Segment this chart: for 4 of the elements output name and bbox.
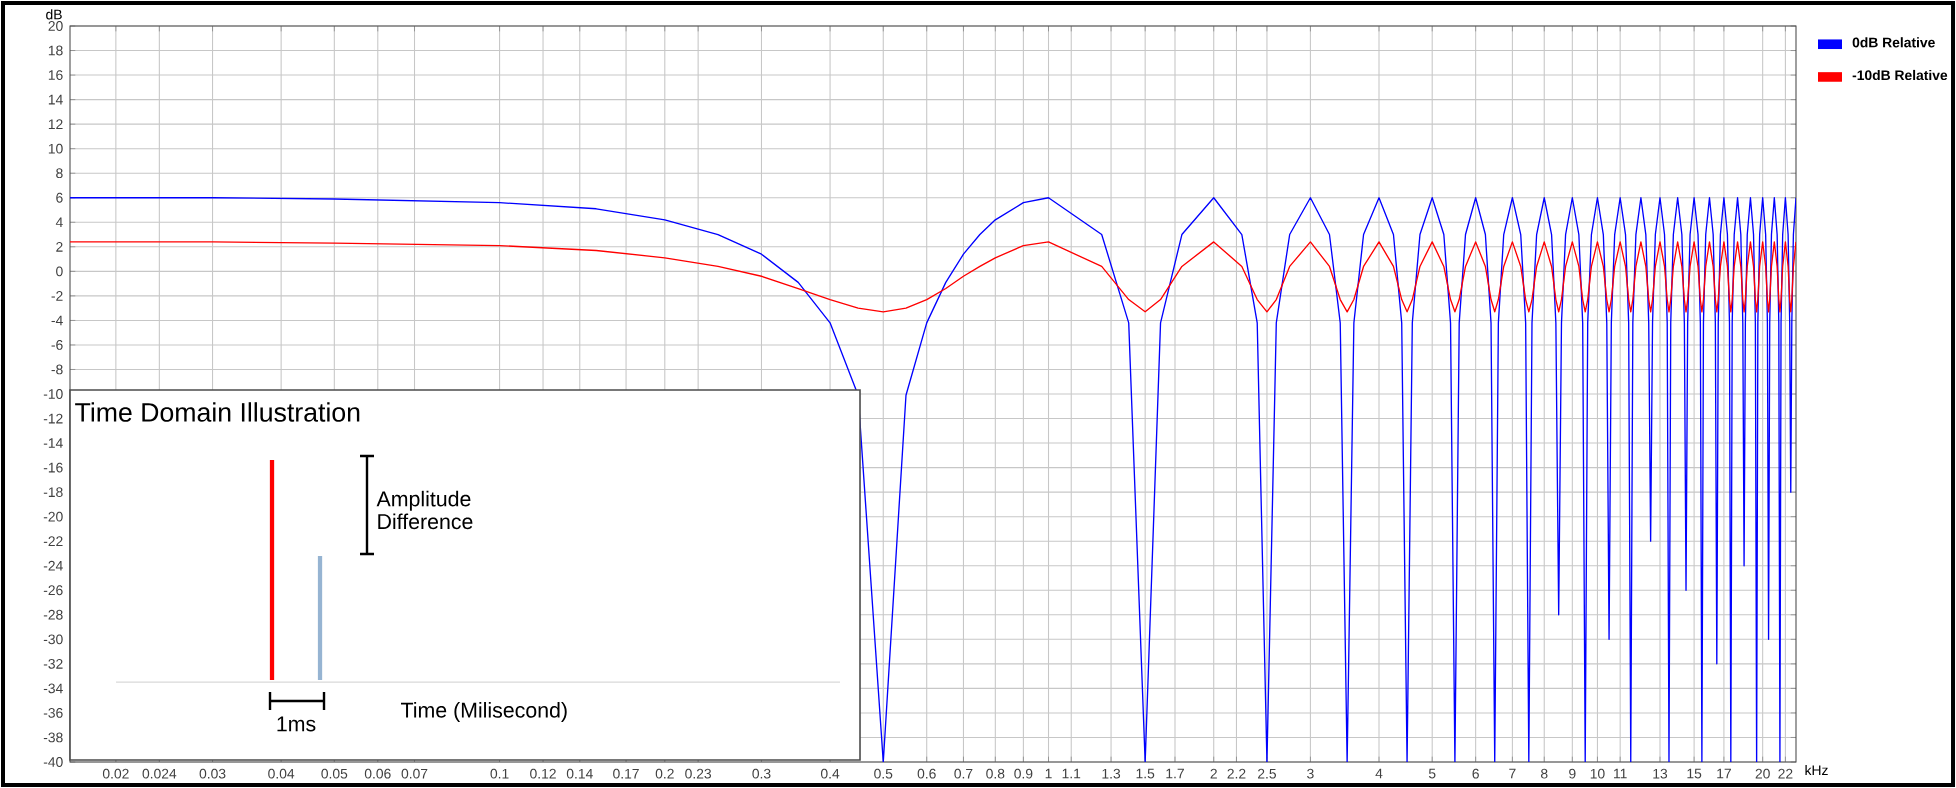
annotation: Amplitude Difference: [376, 490, 473, 530]
annotation: Time Domain Illustration: [75, 402, 360, 422]
annotation: Time (Milisecond): [401, 702, 567, 722]
annotation: 1ms: [277, 716, 316, 732]
